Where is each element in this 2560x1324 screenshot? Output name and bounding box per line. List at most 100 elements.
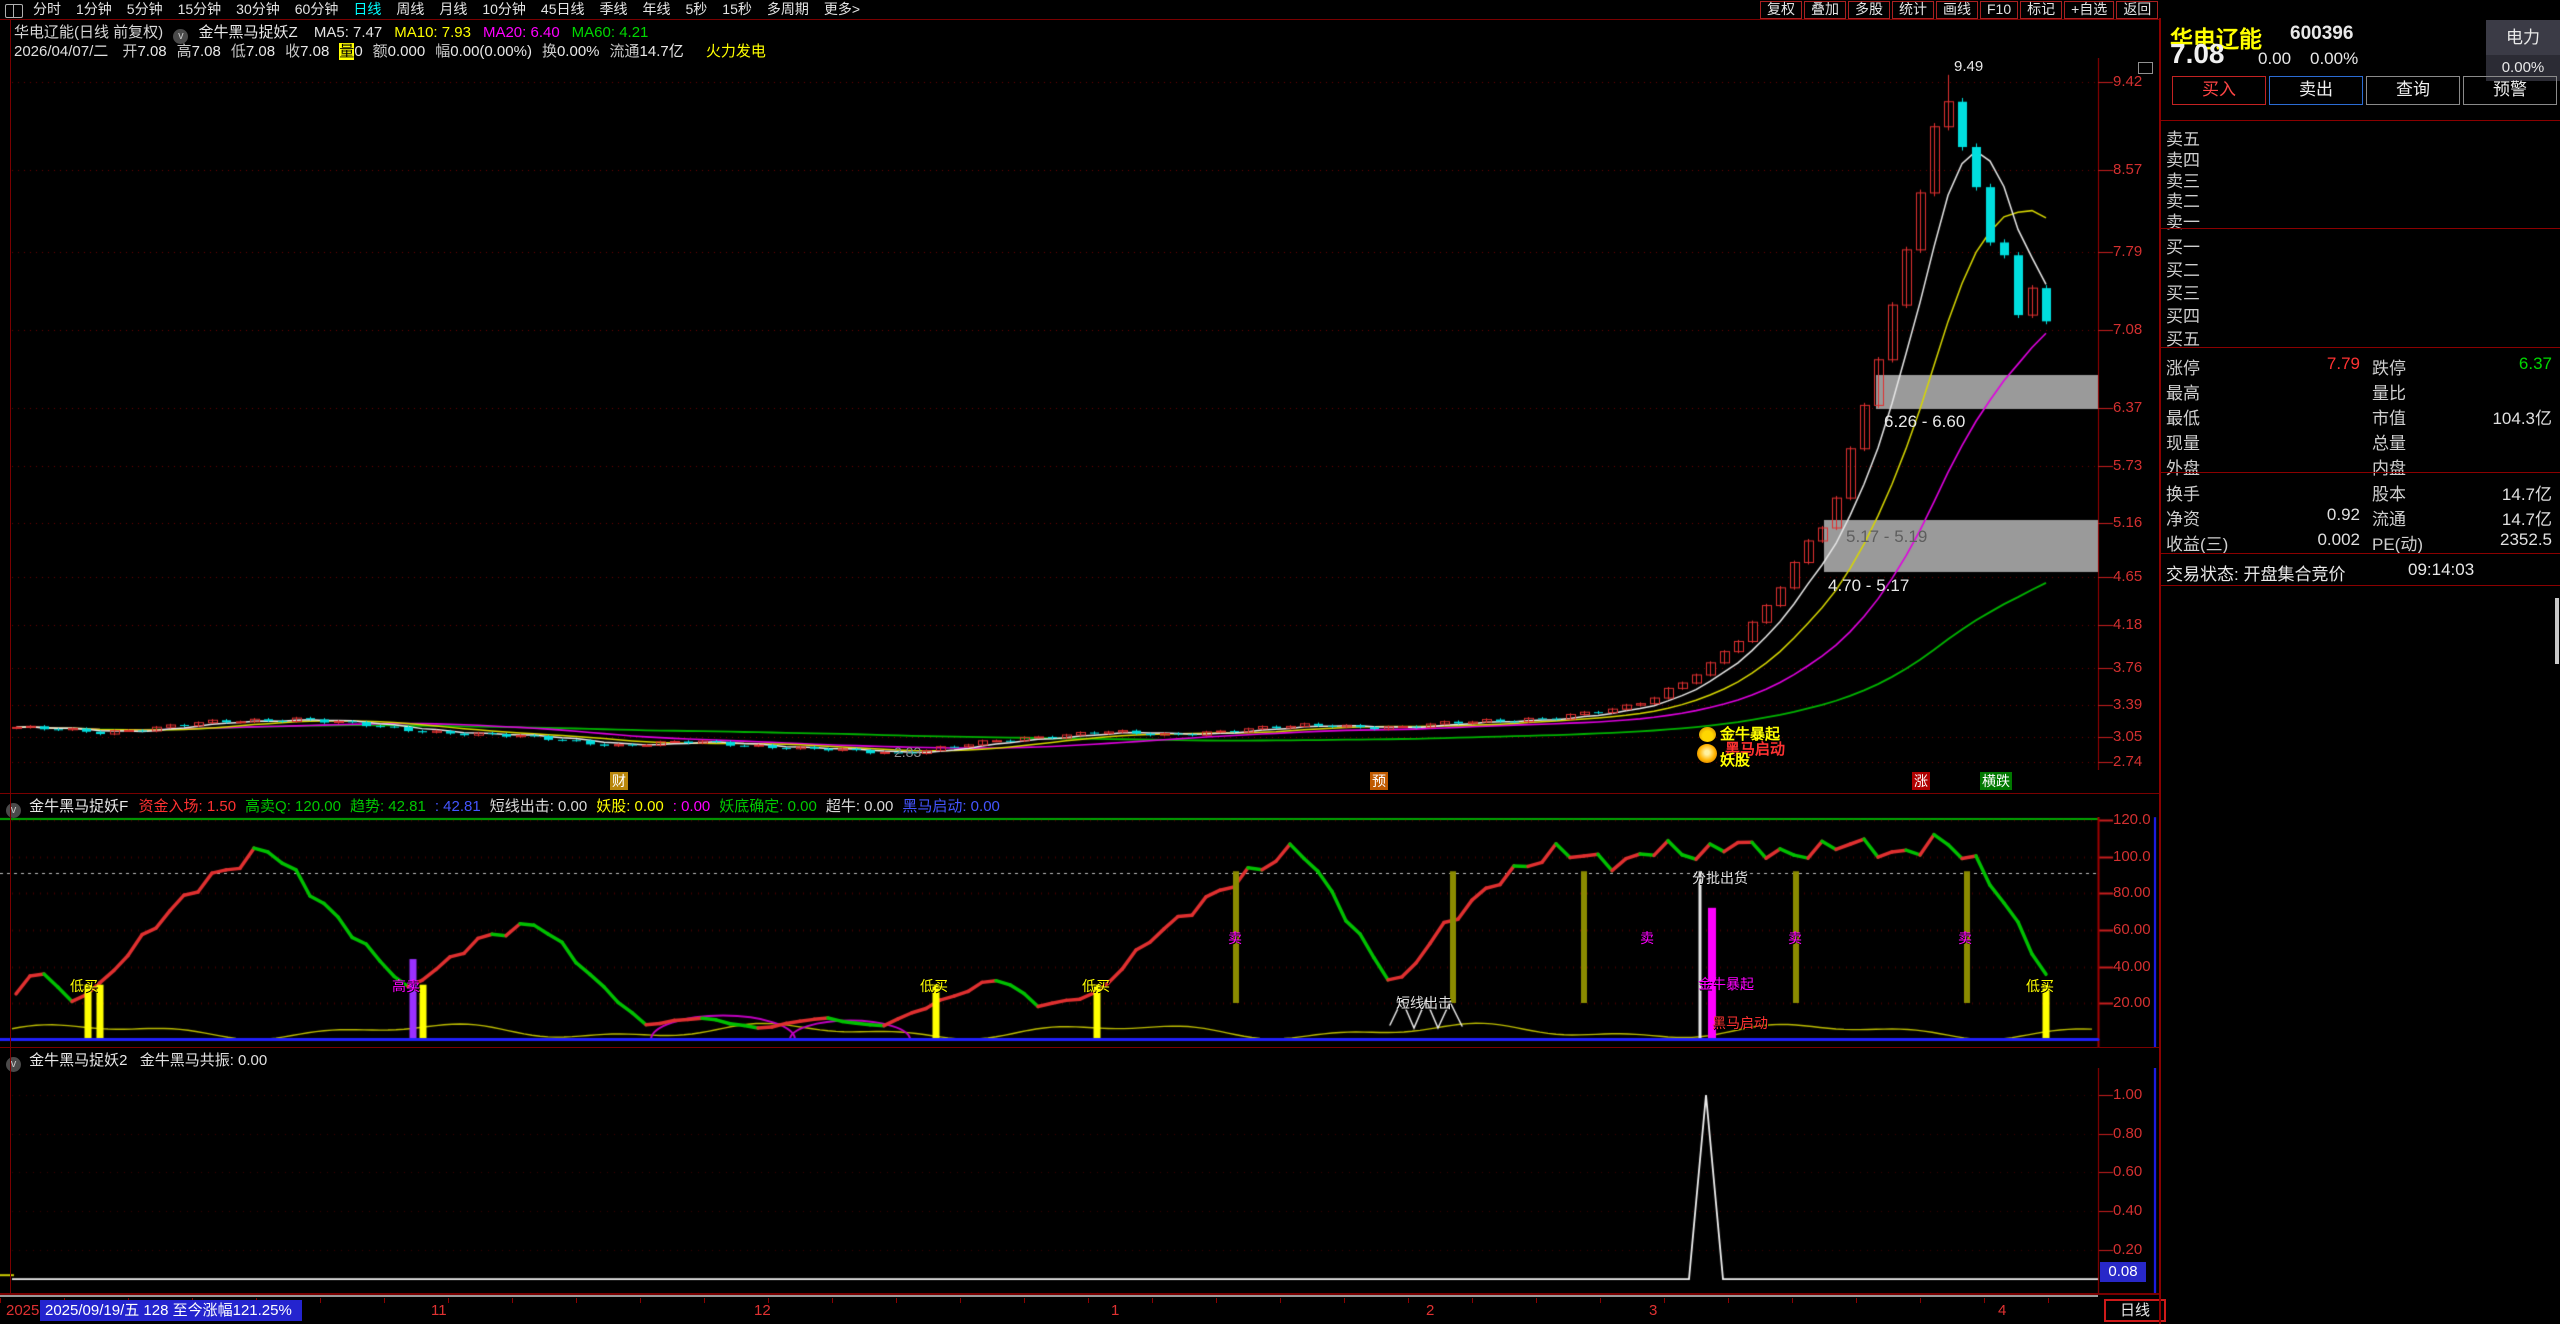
divider bbox=[0, 793, 2160, 794]
trade-button-预警[interactable]: 预警 bbox=[2463, 76, 2557, 105]
menu-item-10分钟[interactable]: 10分钟 bbox=[482, 1, 526, 17]
indicator1-axis-label: 60.00 bbox=[2113, 921, 2151, 938]
collapse-icon[interactable]: v bbox=[173, 29, 189, 44]
stat-value: 2352.5 bbox=[2500, 530, 2552, 549]
price-change-pct: 0.00% bbox=[2310, 49, 2359, 68]
toolbar-button-叠加[interactable]: 叠加 bbox=[1804, 1, 1846, 19]
menu-item-分时[interactable]: 分时 bbox=[33, 1, 61, 17]
ohlc-item: 收7.08 bbox=[285, 40, 329, 61]
toolbar-button-多股[interactable]: 多股 bbox=[1848, 1, 1890, 19]
ma-values: MA5: 7.47 MA10: 7.93 MA20: 6.40 MA60: 4.21 bbox=[302, 24, 649, 41]
month-label: 12 bbox=[754, 1302, 771, 1319]
ohlc-item-label: 低 bbox=[230, 43, 246, 60]
menu-item-5分钟[interactable]: 5分钟 bbox=[126, 1, 163, 17]
menu-item-多周期[interactable]: 多周期 bbox=[766, 1, 809, 17]
stat-value: 6.37 bbox=[2518, 354, 2552, 373]
indicator2-name: 金牛黑马捉妖2 bbox=[29, 1052, 128, 1069]
window-split-icon[interactable] bbox=[5, 4, 23, 19]
ohlc-item: 高7.08 bbox=[177, 40, 221, 61]
toolbar-button-统计[interactable]: 统计 bbox=[1892, 1, 1934, 19]
low-price-label: 2.83 bbox=[894, 744, 922, 760]
main-price-chart[interactable] bbox=[0, 58, 2160, 770]
buy-level-row: 买五 bbox=[2166, 330, 2200, 349]
indicator1-axis-label: 80.00 bbox=[2113, 884, 2151, 901]
indicator1-signal-label: 卖 bbox=[1958, 930, 1972, 946]
axis-event-tag: 横跌 bbox=[1980, 772, 2012, 790]
stat-label: 总量 bbox=[2372, 434, 2406, 453]
trade-button-查询[interactable]: 查询 bbox=[2366, 76, 2460, 105]
stat-label: 最高 bbox=[2166, 384, 2200, 403]
toolbar-button-复权[interactable]: 复权 bbox=[1760, 1, 1802, 19]
period-box[interactable]: 日线 bbox=[2104, 1299, 2166, 1322]
gold-signal-icon bbox=[1699, 727, 1716, 742]
chart-corner-icon[interactable] bbox=[2138, 62, 2153, 74]
indicator1-signal-label: 低买 bbox=[1082, 978, 1110, 994]
quote-divider bbox=[2161, 120, 2560, 121]
collapse-icon[interactable]: v bbox=[6, 803, 21, 818]
indicator1-signal-label: 黑马启动 bbox=[1712, 1015, 1768, 1031]
indicator1-field: 高卖Q: 120.00 bbox=[245, 798, 341, 815]
ohlc-item-value: 7.08 bbox=[191, 43, 221, 60]
ohlc-item: 流通14.7亿 bbox=[610, 40, 684, 61]
indicator1-field: 趋势: 42.81 bbox=[349, 798, 426, 815]
ohlc-item: 换0.00% bbox=[542, 40, 600, 61]
toolbar-button-返回[interactable]: 返回 bbox=[2116, 1, 2159, 19]
trade-button-买入[interactable]: 买入 bbox=[2172, 76, 2266, 105]
sector-tag[interactable]: 电力 bbox=[2486, 20, 2560, 55]
stat-label: 净资 bbox=[2166, 510, 2200, 529]
menu-item-日线[interactable]: 日线 bbox=[353, 1, 382, 17]
indicator2-axis-label: 0.20 bbox=[2113, 1241, 2143, 1258]
buy-signal-label: 金牛暴起 bbox=[1720, 726, 1781, 743]
menu-item-更多>[interactable]: 更多> bbox=[823, 1, 861, 17]
range-box-label: 5.17 - 5.19 bbox=[1846, 527, 1928, 546]
menu-item-5秒[interactable]: 5秒 bbox=[685, 1, 708, 17]
menu-bar: 分时 1分钟 5分钟 15分钟 30分钟 60分钟 日线 周线 月线 10分钟 45日线 季线 年线 5秒… bbox=[0, 0, 2160, 19]
indicator1-field: 资金入场: 1.50 bbox=[138, 798, 237, 815]
menu-item-月线[interactable]: 月线 bbox=[439, 1, 468, 17]
divider bbox=[0, 19, 2160, 20]
axis-event-tag: 预 bbox=[1370, 772, 1388, 790]
cursor-info-box: 2025/09/19/五 128 至今涨幅121.25% bbox=[40, 1300, 302, 1321]
axis-event-tag: 涨 bbox=[1912, 772, 1930, 790]
indicator1-signal-label: 金牛暴起 bbox=[1698, 976, 1754, 992]
menu-item-周线[interactable]: 周线 bbox=[396, 1, 425, 17]
ohlc-item-value: 0.00(0.00%) bbox=[450, 43, 532, 60]
range-box-label: 6.26 - 6.60 bbox=[1884, 412, 1966, 431]
menu-item-15分钟[interactable]: 15分钟 bbox=[177, 1, 222, 17]
month-label: 11 bbox=[431, 1302, 447, 1319]
toolbar-button-F10[interactable]: F10 bbox=[1980, 1, 2019, 19]
indicator2-axis-label: 0.60 bbox=[2113, 1163, 2143, 1180]
ohlc-info-bar: 2026/04/07/二 开7.08 高7.08 低7.08 收7.08 量0 额0.00… bbox=[14, 40, 766, 61]
peak-price-label: 9.49 bbox=[1954, 58, 1984, 75]
menu-item-30分钟[interactable]: 30分钟 bbox=[236, 1, 280, 17]
price-axis-label: 3.76 bbox=[2113, 659, 2143, 676]
toolbar-button-+自选[interactable]: +自选 bbox=[2064, 1, 2115, 19]
divider bbox=[10, 20, 11, 1293]
ohlc-item-value: 0.000 bbox=[387, 43, 426, 60]
indicator2-chart[interactable] bbox=[0, 1068, 2160, 1293]
scrollbar-thumb[interactable] bbox=[2555, 598, 2559, 664]
stat-label: 收益(三) bbox=[2166, 535, 2229, 554]
menu-item-60分钟[interactable]: 60分钟 bbox=[294, 1, 339, 17]
menu-item-季线[interactable]: 季线 bbox=[599, 1, 628, 17]
indicator1-signal-label: 低买 bbox=[70, 978, 98, 994]
collapse-icon[interactable]: v bbox=[6, 1057, 21, 1072]
menu-item-15秒[interactable]: 15秒 bbox=[722, 1, 752, 17]
indicator1-axis-label: 120.0 bbox=[2113, 811, 2151, 828]
toolbar-button-标记[interactable]: 标记 bbox=[2020, 1, 2063, 19]
menu-item-年线[interactable]: 年线 bbox=[642, 1, 671, 17]
stat-label: 市值 bbox=[2372, 409, 2406, 428]
menu-item-1分钟[interactable]: 1分钟 bbox=[76, 1, 112, 17]
stat-label: 内盘 bbox=[2372, 459, 2406, 478]
trade-button-卖出[interactable]: 卖出 bbox=[2269, 76, 2363, 105]
scroll-separator[interactable] bbox=[0, 1295, 2098, 1297]
toolbar-button-画线[interactable]: 画线 bbox=[1936, 1, 1978, 19]
quote-divider bbox=[2161, 585, 2560, 586]
ohlc-item: 额0.000 bbox=[373, 40, 426, 61]
buy-level-row: 买一 bbox=[2166, 238, 2200, 257]
indicator1-chart[interactable] bbox=[0, 817, 2160, 1047]
indicator1-signal-label: 分批出货 bbox=[1692, 870, 1748, 886]
menu-item-45日线[interactable]: 45日线 bbox=[540, 1, 585, 17]
indicator1-name: 金牛黑马捉妖F bbox=[29, 798, 129, 815]
ohlc-item-label: 收 bbox=[285, 43, 301, 60]
